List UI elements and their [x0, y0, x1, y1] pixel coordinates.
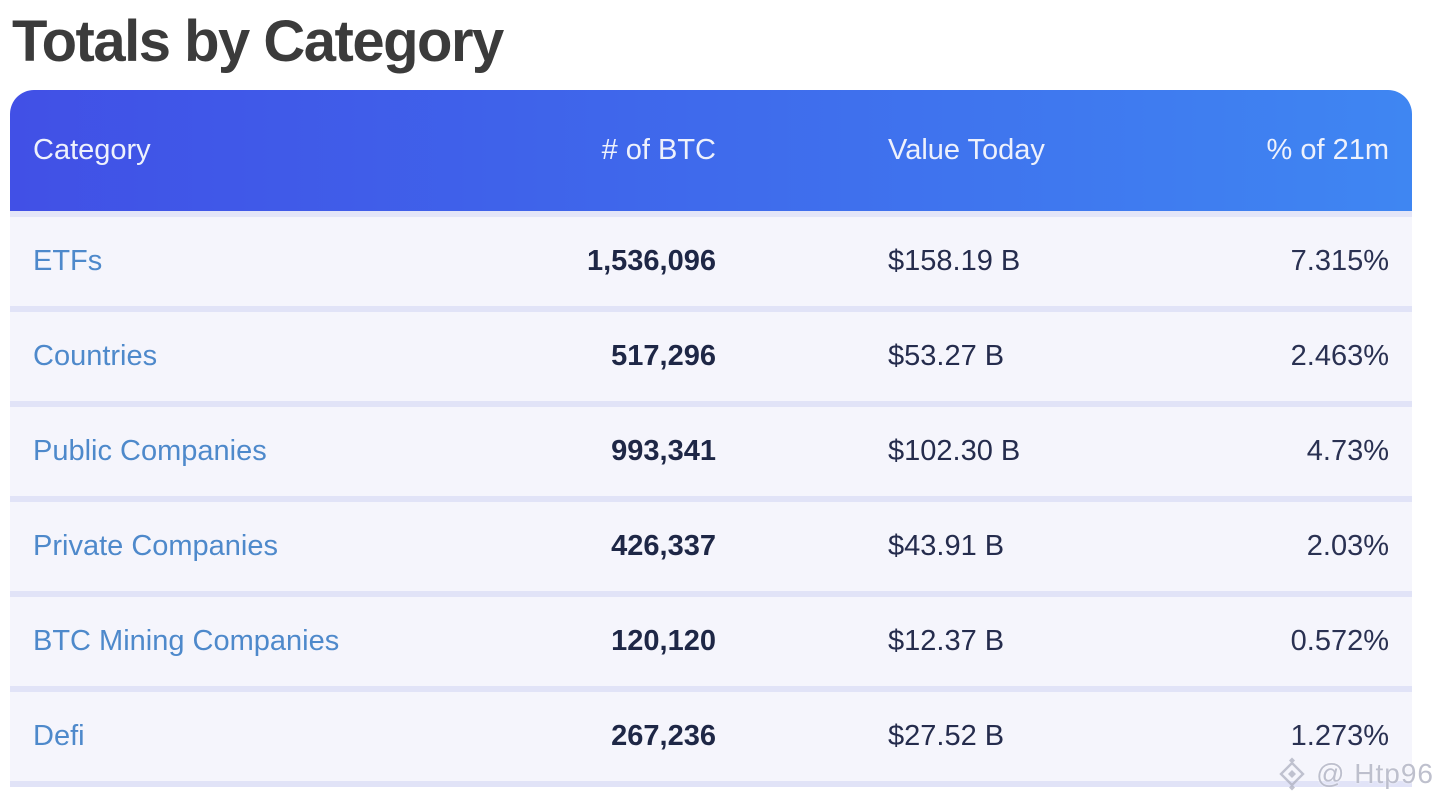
pct-of-21m: 0.572% [1290, 625, 1389, 657]
table-body: ETFs 1,536,096 $158.19 B 7.315% Countrie… [10, 211, 1412, 787]
category-link[interactable]: Countries [33, 340, 158, 372]
binance-diamond-icon [1279, 757, 1305, 791]
totals-by-category-table: Category # of BTC Value Today % of 21m E… [10, 90, 1412, 787]
column-header-category: Category [33, 134, 151, 166]
btc-amount: 267,236 [611, 720, 716, 752]
value-today: $102.30 B [888, 435, 1021, 467]
value-today: $12.37 B [888, 625, 1005, 657]
category-link[interactable]: BTC Mining Companies [33, 625, 340, 657]
watermark: @ Htp96 [1275, 757, 1434, 791]
btc-amount: 426,337 [611, 530, 716, 562]
table-row: Defi 267,236 $27.52 B 1.273% [10, 686, 1412, 781]
table-header-row: Category # of BTC Value Today % of 21m [10, 90, 1412, 211]
column-header-btc: # of BTC [601, 134, 716, 166]
column-header-pct-of-21m: % of 21m [1266, 134, 1390, 166]
btc-amount: 993,341 [611, 435, 716, 467]
value-today: $53.27 B [888, 340, 1005, 372]
category-link[interactable]: ETFs [33, 245, 103, 277]
pct-of-21m: 2.463% [1290, 340, 1389, 372]
category-link[interactable]: Private Companies [33, 530, 278, 562]
value-today: $27.52 B [888, 720, 1005, 752]
watermark-handle: @ Htp96 [1316, 758, 1434, 789]
page-title: Totals by Category [12, 9, 504, 74]
value-today: $158.19 B [888, 245, 1021, 277]
table-row: Countries 517,296 $53.27 B 2.463% [10, 306, 1412, 401]
btc-amount: 120,120 [611, 625, 716, 657]
value-today: $43.91 B [888, 530, 1005, 562]
category-link[interactable]: Public Companies [33, 435, 267, 467]
column-header-value-today: Value Today [888, 134, 1045, 166]
table-row: ETFs 1,536,096 $158.19 B 7.315% [10, 211, 1412, 306]
btc-amount: 517,296 [611, 340, 716, 372]
pct-of-21m: 4.73% [1306, 435, 1389, 467]
pct-of-21m: 7.315% [1290, 245, 1389, 277]
btc-amount: 1,536,096 [586, 245, 716, 277]
pct-of-21m: 2.03% [1306, 530, 1389, 562]
category-link[interactable]: Defi [33, 720, 85, 752]
pct-of-21m: 1.273% [1290, 720, 1389, 752]
table-row: Private Companies 426,337 $43.91 B 2.03% [10, 496, 1412, 591]
table-row: Public Companies 993,341 $102.30 B 4.73% [10, 401, 1412, 496]
table-row: BTC Mining Companies 120,120 $12.37 B 0.… [10, 591, 1412, 686]
